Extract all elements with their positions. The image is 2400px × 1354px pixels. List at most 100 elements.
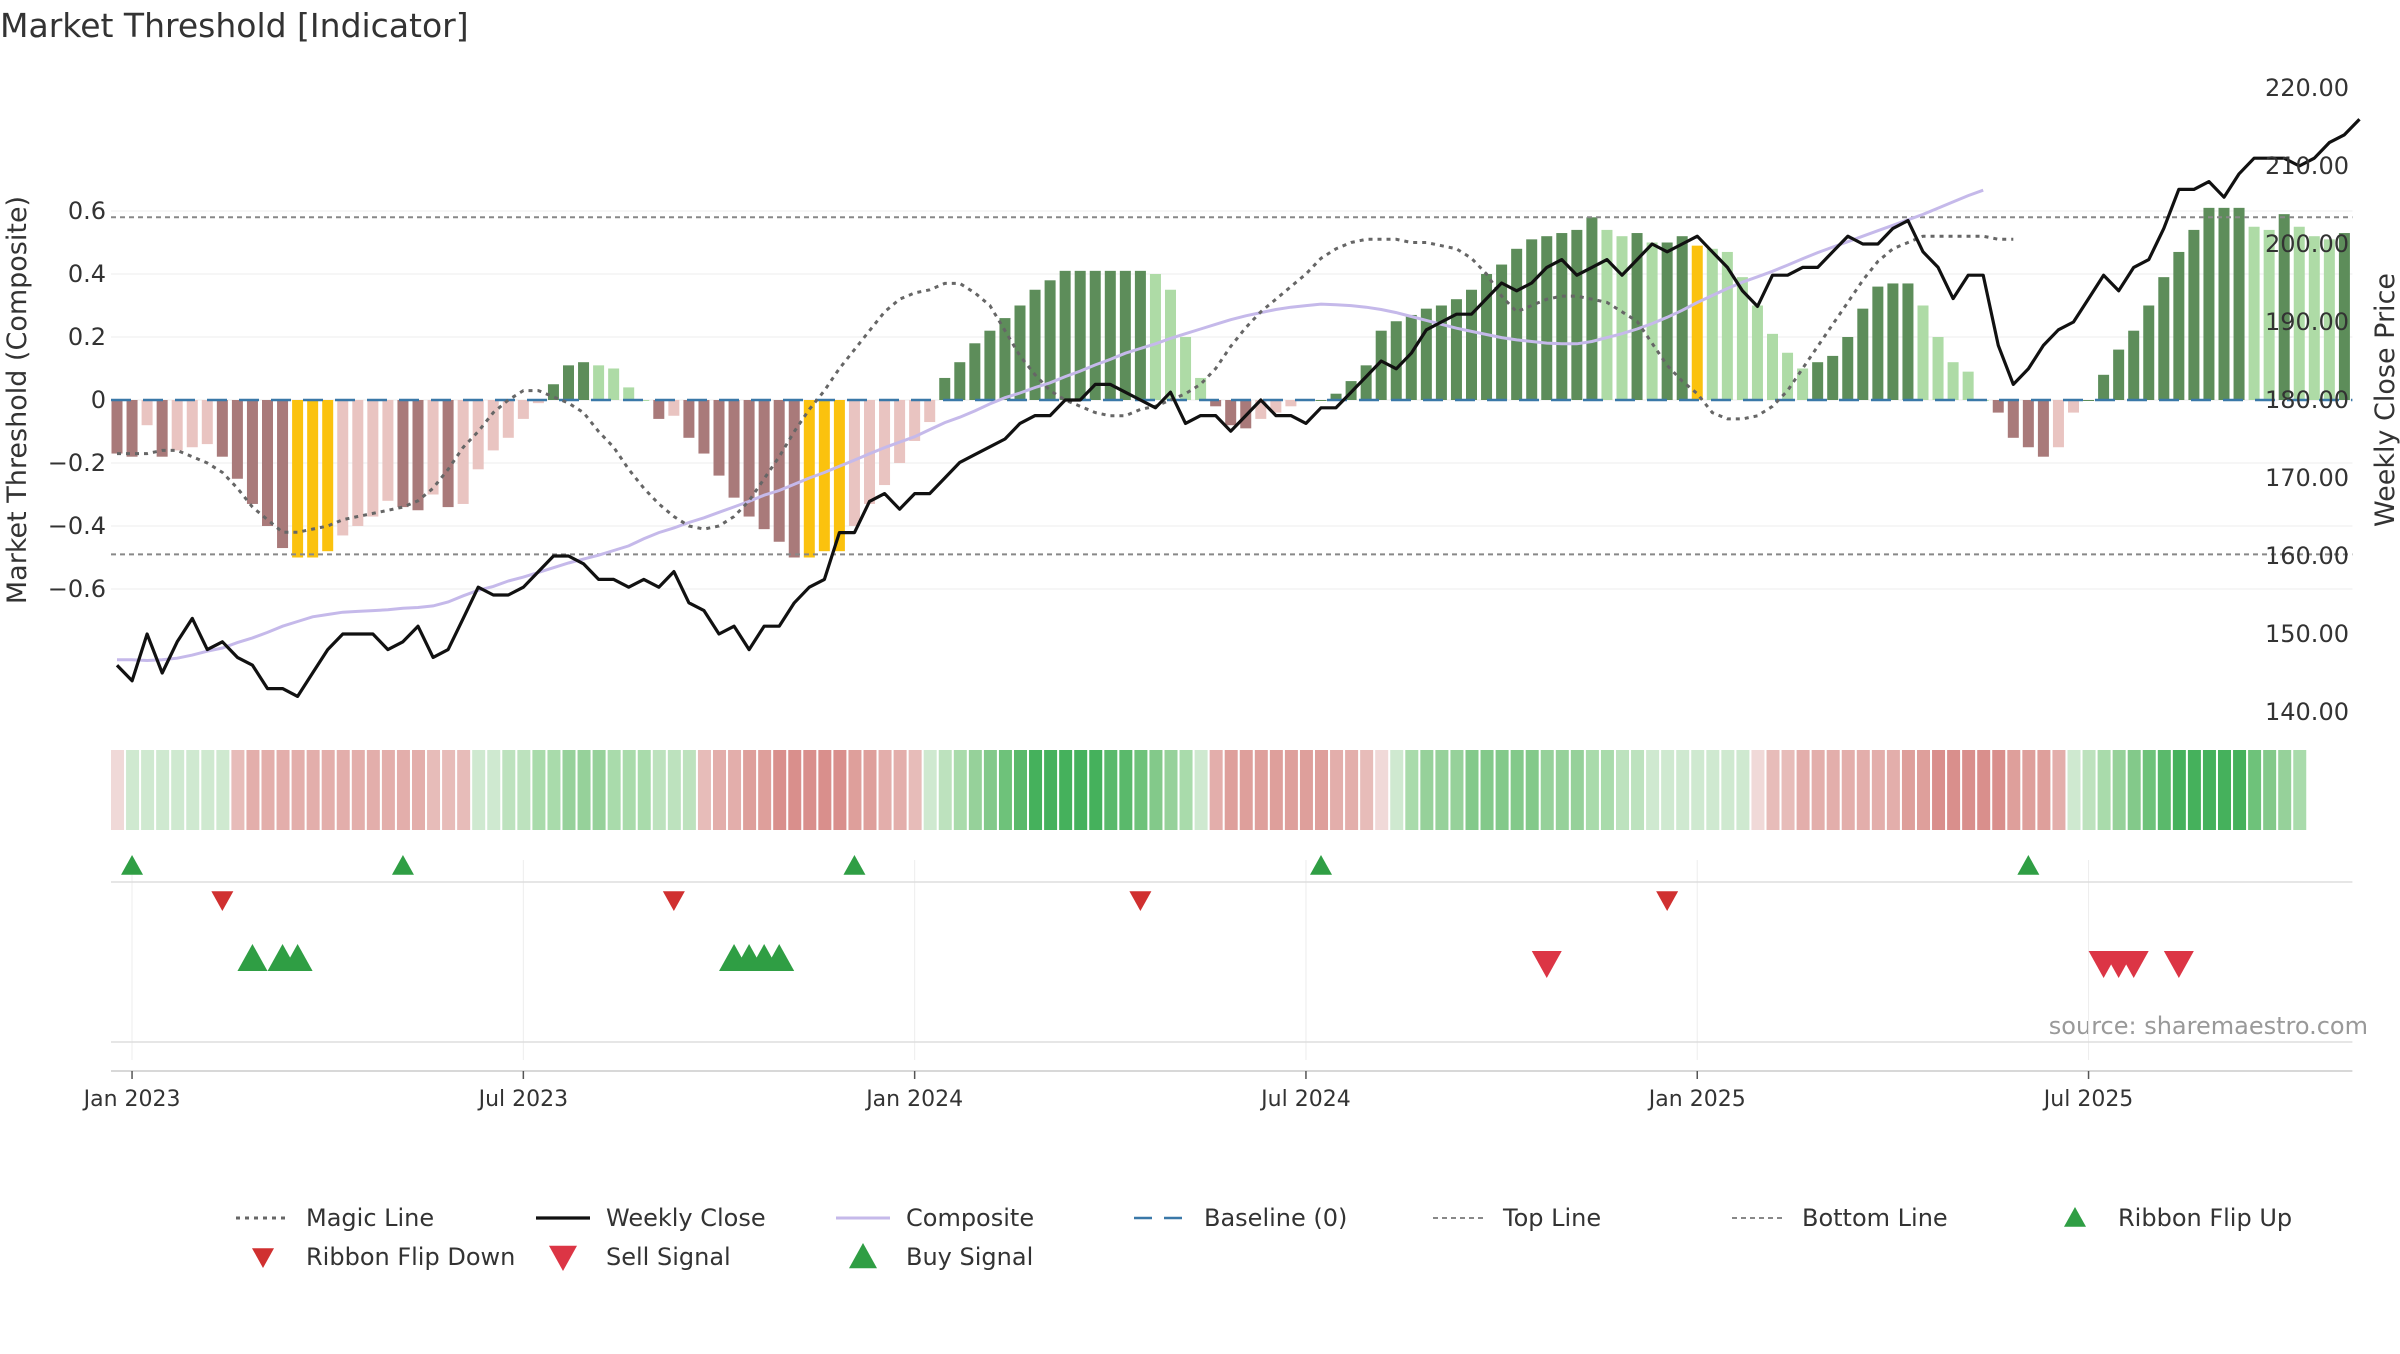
y-tick-label: −0.4	[48, 512, 106, 540]
ribbon-flip-down-marker	[211, 891, 234, 911]
ribbon-cell	[1345, 750, 1359, 830]
composite-bar	[2037, 400, 2049, 457]
legend-label: Buy Signal	[906, 1243, 1033, 1271]
composite-bar	[1466, 289, 1477, 400]
composite-bar	[186, 400, 198, 448]
ribbon-cell	[442, 750, 456, 830]
composite-bar	[2293, 226, 2305, 400]
ribbon-cell	[803, 750, 817, 830]
ribbon-cell	[2097, 750, 2111, 830]
composite-bar	[262, 400, 273, 526]
composite-bar	[2173, 251, 2185, 400]
legend-swatch	[252, 1248, 274, 1268]
composite-bar	[1511, 248, 1523, 400]
composite-bar	[427, 400, 439, 495]
composite-bar	[2143, 305, 2155, 400]
composite-bar	[1556, 233, 1568, 400]
legend-item-top: Top Line	[1433, 1204, 1601, 1232]
ribbon-cell	[1194, 750, 1208, 830]
composite-bar	[623, 387, 635, 400]
x-tick-label: Jan 2023	[82, 1087, 181, 1112]
buy-signal-marker	[237, 944, 268, 971]
axis-ticks: 0.6 0.4 0.2 0 −0.2 −0.4 −0.6 220.00 210.00 200.00…	[48, 74, 2349, 726]
composite-bar	[593, 365, 605, 400]
composite-bar	[1526, 239, 1538, 400]
ribbon-cell	[1465, 750, 1479, 830]
ribbon-cell	[1104, 750, 1118, 830]
grid-layer	[111, 210, 2353, 1072]
legend-item-sell: Sell Signal	[549, 1243, 731, 1271]
composite-bar	[1450, 299, 1462, 400]
composite-bar	[1646, 242, 1658, 400]
ribbon-cell	[1495, 750, 1509, 830]
ribbon-cell	[1269, 750, 1283, 830]
legend-item-bottom: Bottom Line	[1732, 1204, 1948, 1232]
composite-bar	[1571, 229, 1583, 400]
sell-signal-marker	[2163, 951, 2194, 978]
ribbon-cell	[156, 750, 170, 830]
composite-line	[117, 188, 1984, 663]
chart-title: Market Threshold [Indicator]	[0, 6, 469, 45]
composite-bar	[1225, 400, 1237, 426]
composite-bar	[683, 400, 695, 438]
composite-bar	[442, 400, 454, 508]
ribbon-cell	[381, 750, 395, 830]
ribbon-cell	[713, 750, 726, 830]
ribbon-cell	[2202, 750, 2216, 830]
ribbon-cell	[1284, 750, 1298, 830]
ribbon-cell	[2142, 750, 2156, 830]
composite-bar	[1992, 400, 2004, 413]
composite-bar	[848, 400, 860, 526]
ribbon-cell	[923, 750, 937, 830]
composite-bar	[367, 400, 379, 517]
ribbon-cell	[487, 750, 501, 830]
ribbon-cell	[1856, 750, 1870, 830]
composite-bar	[578, 362, 590, 400]
composite-bar	[1481, 274, 1493, 400]
ribbon-cell	[1886, 750, 1900, 830]
composite-bar	[277, 400, 289, 549]
y-tick-label: −0.6	[48, 575, 106, 603]
x-tick-label: Jul 2025	[2042, 1087, 2134, 1112]
legend-label: Baseline (0)	[1204, 1204, 1347, 1232]
y-tick-label: −0.2	[48, 449, 106, 477]
composite-bar	[1661, 242, 1673, 400]
x-tick-label: Jul 2023	[477, 1087, 569, 1112]
composite-bar	[1586, 217, 1598, 400]
legend-swatch	[549, 1245, 577, 1271]
y2-tick-label: 180.00	[2265, 386, 2349, 414]
composite-bar	[1601, 229, 1613, 400]
ribbon-cell	[908, 750, 922, 830]
ribbon-cell	[938, 750, 952, 830]
ribbon-cell	[246, 750, 260, 830]
ribbon-cell	[1014, 750, 1027, 830]
ribbon-cell	[1585, 750, 1599, 830]
composite-bar	[1541, 236, 1553, 400]
legend-item-baseline: Baseline (0)	[1134, 1204, 1347, 1232]
composite-bar	[292, 400, 304, 558]
ribbon-cell	[1962, 750, 1976, 830]
composite-bar	[1676, 236, 1688, 400]
ribbon-cell	[1375, 750, 1389, 830]
ribbon-cell	[1254, 750, 1268, 830]
ribbon-cell	[186, 750, 200, 830]
composite-bar	[397, 400, 409, 508]
composite-bar	[1270, 400, 1282, 413]
ribbon-cell	[2022, 750, 2036, 830]
composite-bar	[2128, 330, 2140, 400]
ribbon-cell	[1480, 750, 1494, 830]
composite-bar	[2203, 207, 2215, 400]
ribbon-cell	[502, 750, 516, 830]
composite-bar	[1195, 377, 1207, 400]
composite-bar	[472, 400, 484, 470]
composite-bar	[969, 343, 981, 400]
y-tick-label: 0.2	[68, 323, 106, 351]
ribbon-cell	[1736, 750, 1750, 830]
legend-item-buy: Buy Signal	[849, 1243, 1033, 1271]
ribbon-cell	[2293, 750, 2307, 830]
composite-bar	[728, 400, 740, 498]
ribbon-cell	[1435, 750, 1449, 830]
ribbon-cell	[1932, 750, 1946, 830]
